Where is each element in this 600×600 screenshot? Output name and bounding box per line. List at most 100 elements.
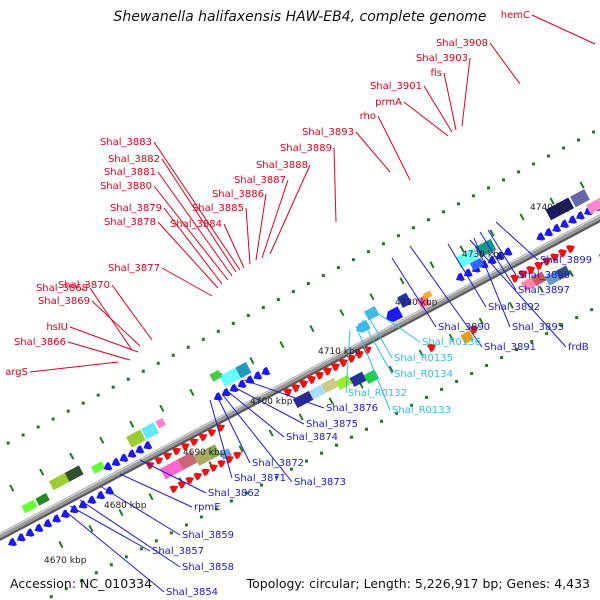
leader-line <box>391 257 437 328</box>
reverse-gene-arrow <box>60 509 70 518</box>
leader-line <box>161 267 213 297</box>
reverse-gene-arrow <box>52 514 62 523</box>
gene-label: Shal_3859 <box>182 530 234 541</box>
guide-dot <box>64 587 68 591</box>
gene-label: Shal_3883 <box>100 137 152 148</box>
guide-dot <box>154 539 158 543</box>
reverse-gene-arrow <box>127 449 137 458</box>
gene-block <box>205 444 221 460</box>
leader-line <box>255 193 267 261</box>
gene-label: Shal_3886 <box>212 189 264 200</box>
gene-label: Shal_3885 <box>192 203 244 214</box>
gene-block <box>292 390 314 409</box>
forward-gene-arrow <box>354 350 364 359</box>
leader-line <box>355 325 391 411</box>
backbone-line <box>0 214 600 539</box>
guide-dot <box>184 523 188 527</box>
guide-dot <box>246 313 250 317</box>
leader-line <box>157 171 233 277</box>
forward-gene-arrow <box>233 451 242 460</box>
guide-dot <box>229 499 233 503</box>
reverse-gene-arrow <box>96 490 106 500</box>
gene-label: Shal_3890 <box>438 322 490 333</box>
reverse-gene-arrow <box>87 495 97 504</box>
guide-dot <box>321 274 325 278</box>
forward-gene-arrow <box>163 452 173 461</box>
scale-tick <box>489 229 495 237</box>
gene-block <box>91 461 106 474</box>
scale-tick <box>388 365 394 373</box>
scale-tick <box>238 445 244 453</box>
guide-dot <box>306 282 310 286</box>
guide-dot <box>139 547 143 551</box>
guide-dot <box>319 451 323 455</box>
guide-dot <box>366 250 370 254</box>
scale-tick <box>549 197 555 205</box>
backbone-highlight <box>0 214 600 535</box>
gene-block <box>422 290 433 300</box>
reverse-gene-arrow <box>221 387 231 397</box>
leader-line <box>89 287 133 351</box>
reverse-gene-arrow <box>143 440 153 450</box>
scale-label: 4720 kbp <box>395 298 438 308</box>
scale-label: 4700 kbp <box>250 397 293 407</box>
reverse-gene-arrow <box>560 219 570 228</box>
gene-label: Shal_3897 <box>518 285 570 296</box>
reverse-gene-arrow <box>34 523 44 533</box>
guide-dot <box>79 579 83 583</box>
gene-block <box>570 189 590 208</box>
gene-block <box>177 451 198 470</box>
gene-label: Shal_3854 <box>166 587 218 598</box>
scale-tick <box>418 349 424 357</box>
gene-block <box>364 306 380 321</box>
guide-dot <box>201 337 205 341</box>
guide-dot <box>141 369 145 373</box>
scale-label: 4730 kbp <box>462 250 505 260</box>
reverse-gene-arrow <box>103 462 113 471</box>
reverse-gene-arrow <box>16 533 26 542</box>
leader-line <box>367 315 393 359</box>
scale-tick <box>129 420 135 428</box>
forward-gene-arrow <box>542 257 552 267</box>
leader-line <box>345 329 351 394</box>
scale-tick <box>9 484 15 492</box>
leader-line <box>447 243 487 308</box>
gene-block <box>64 465 84 482</box>
gene-block <box>349 371 367 388</box>
scale-tick <box>399 277 405 285</box>
forward-gene-arrow <box>177 481 187 489</box>
scale-label: 4670 kbp <box>44 556 87 566</box>
gene-block <box>141 422 160 440</box>
reverse-gene-arrow <box>229 383 239 393</box>
leader-line <box>443 72 457 131</box>
leader-line <box>163 207 223 285</box>
gene-label: Shal_3887 <box>234 175 286 186</box>
topology-summary: Topology: circular; Length: 5,226,917 bp… <box>246 576 590 591</box>
leader-line <box>231 385 305 425</box>
guide-dot <box>440 387 444 391</box>
guide-dot <box>577 138 581 142</box>
reverse-gene-arrow <box>552 223 562 233</box>
leader-line <box>487 229 517 276</box>
forward-gene-arrow <box>518 270 528 279</box>
scale-tick <box>579 181 585 189</box>
gene-label: rpmE <box>194 502 221 513</box>
leader-line <box>375 311 421 343</box>
gene-label: Shal_R0133 <box>392 405 451 416</box>
guide-dot <box>66 409 70 413</box>
guide-dot <box>486 186 490 190</box>
forward-gene-arrow <box>154 457 164 465</box>
reverse-gene-arrow <box>576 211 585 220</box>
guide-dot <box>381 242 385 246</box>
gene-label: Shal_3884 <box>170 219 222 230</box>
gene-label: Shal_3857 <box>152 546 204 557</box>
forward-gene-arrow <box>225 455 234 464</box>
leader-line <box>161 158 237 273</box>
gene-block <box>585 198 600 215</box>
gene-label: Shal_3876 <box>326 403 378 414</box>
leader-line <box>409 245 483 348</box>
guide-dot <box>156 361 160 365</box>
leader-line <box>99 485 181 536</box>
leader-line <box>69 505 151 552</box>
guide-dot <box>396 234 400 238</box>
